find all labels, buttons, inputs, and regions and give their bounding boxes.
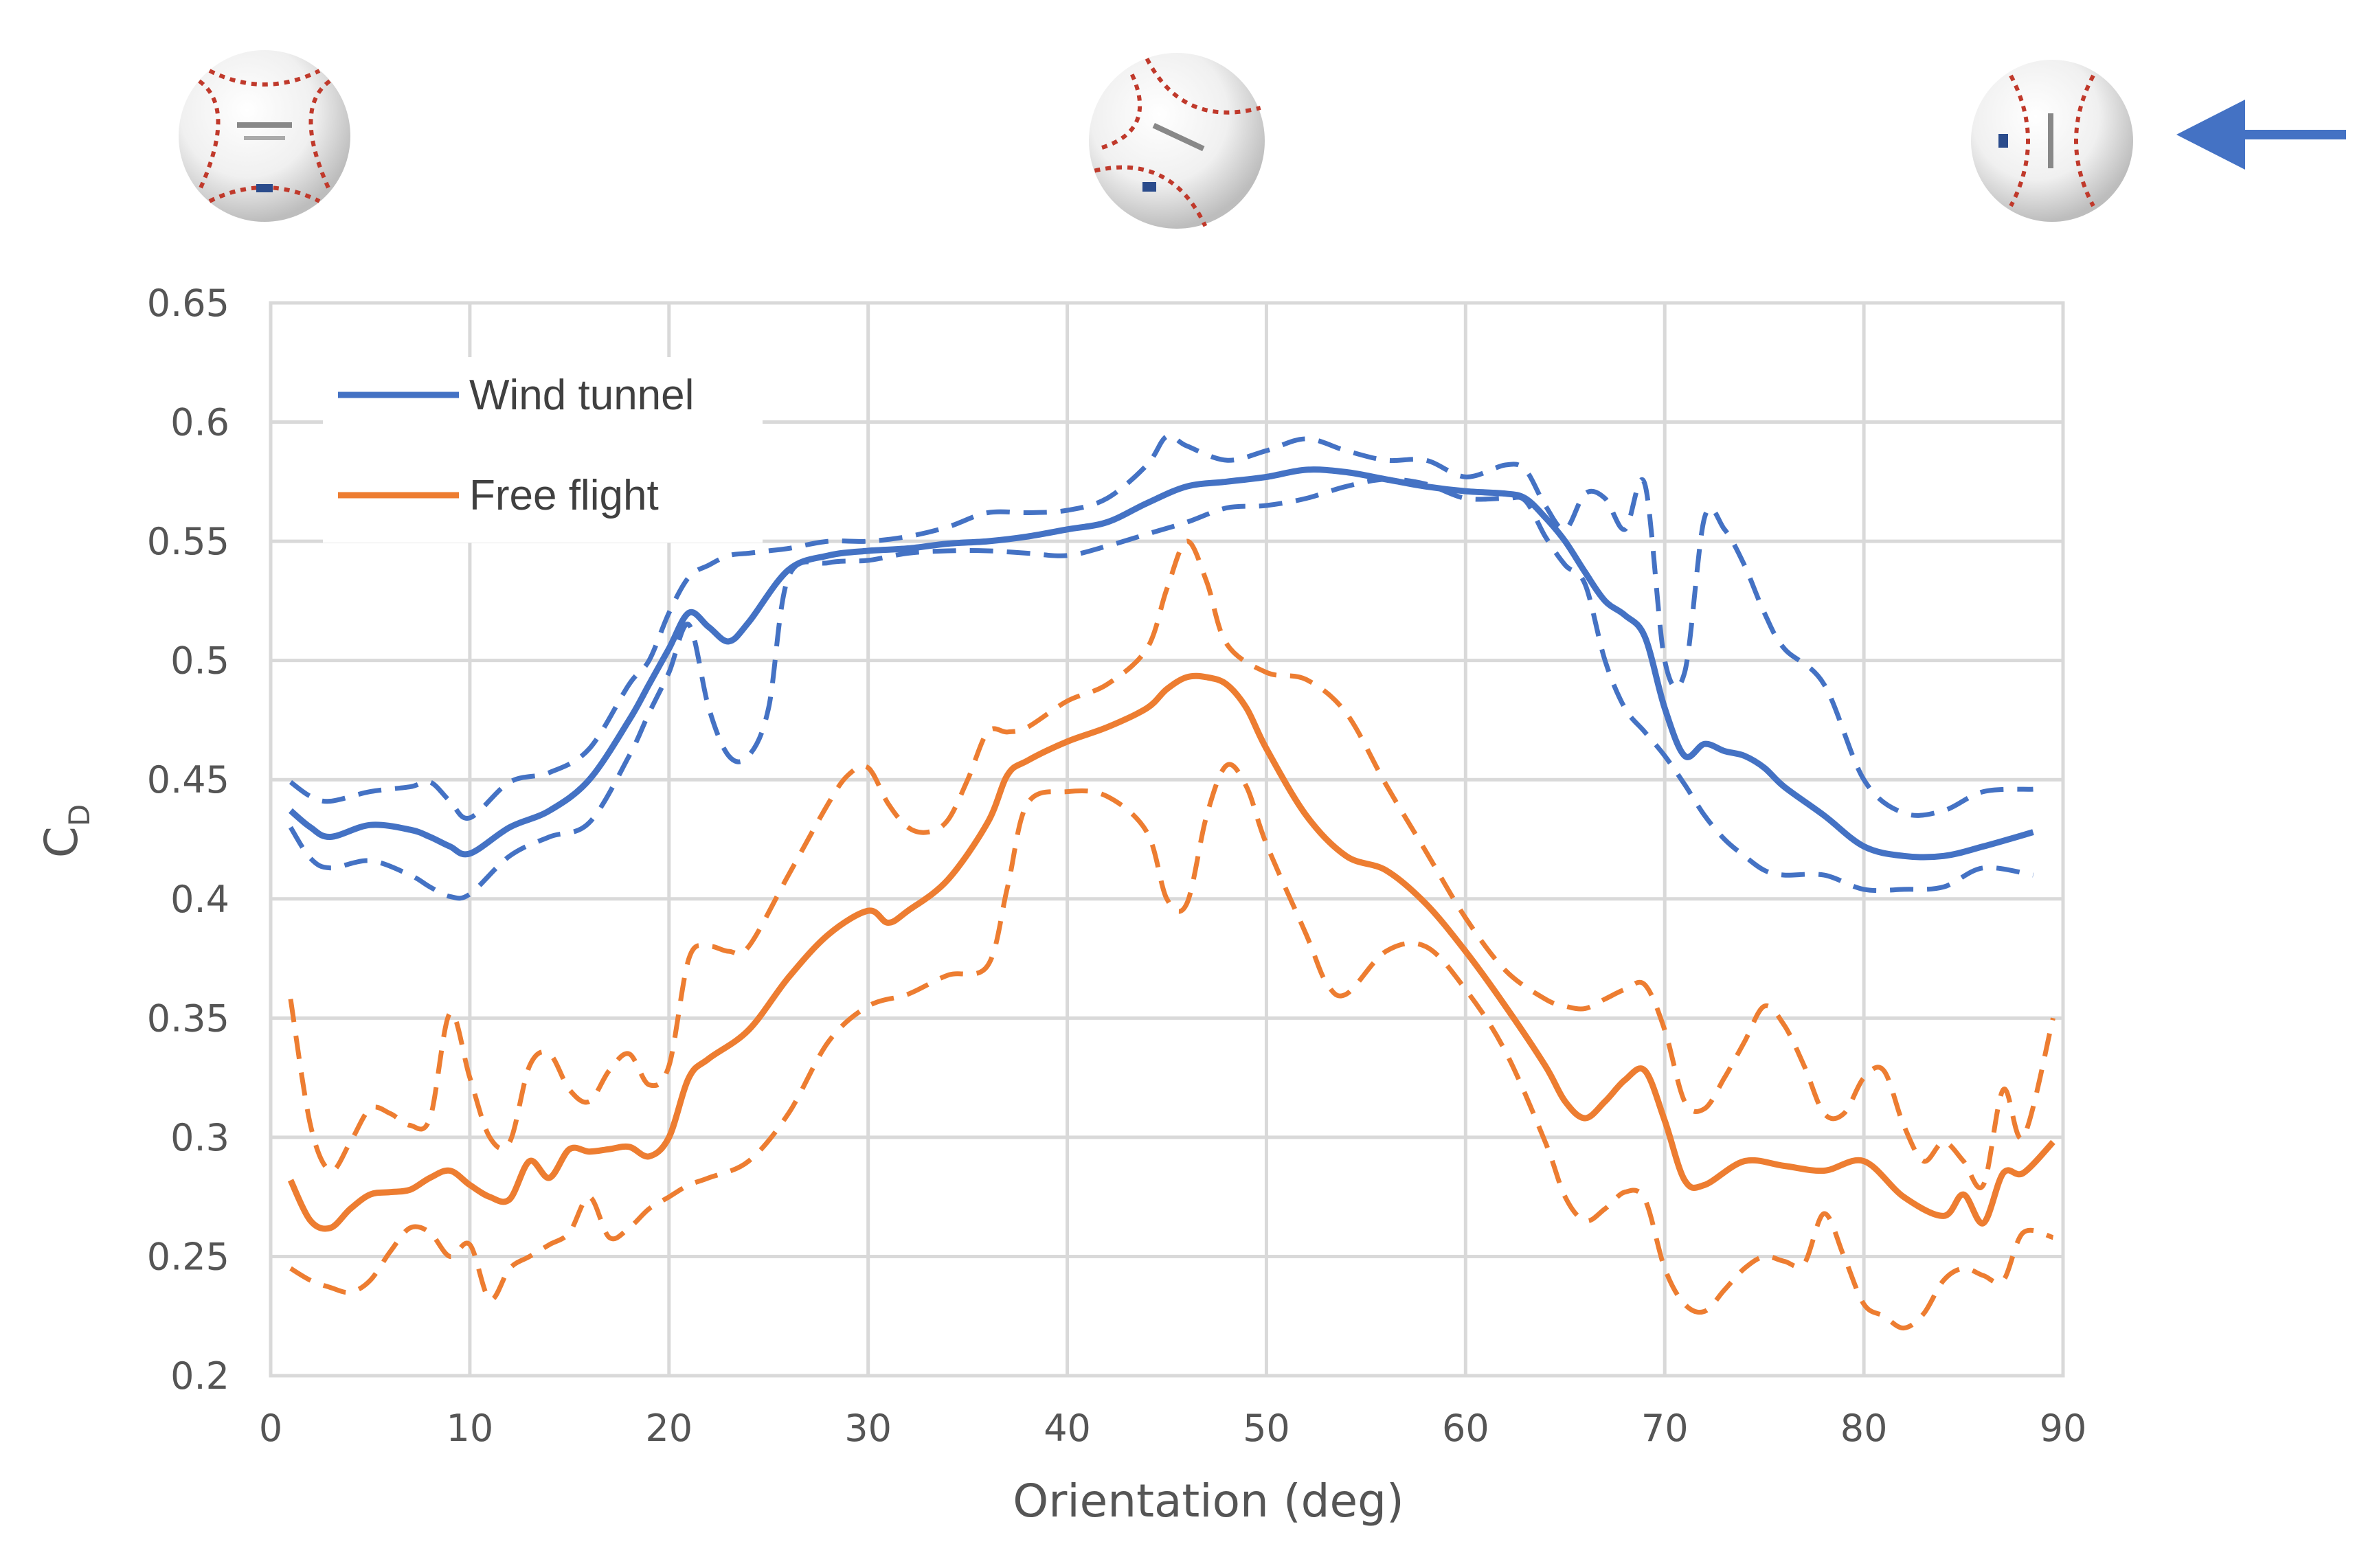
y-axis-title-subscript: D [63,804,96,826]
x-tick-label: 10 [447,1407,494,1450]
x-tick-label: 90 [2040,1407,2087,1450]
y-tick-label: 0.3 [170,1116,229,1159]
baseball-image-right [1971,60,2133,222]
baseball-image-center [1089,53,1265,229]
y-tick-label: 0.2 [170,1354,229,1398]
x-axis-title: Orientation (deg) [1013,1475,1404,1527]
left-arrow-icon [2176,100,2346,170]
series-layer [287,433,2055,1331]
x-tick-label: 70 [1641,1407,1689,1450]
legend-label-wind-tunnel: Wind tunnel [469,372,694,419]
series-line-wind-tunnel [289,466,2034,861]
x-tick-label: 20 [645,1407,692,1450]
y-tick-label: 0.45 [147,758,229,802]
series-line-free-flight [287,672,2055,1232]
y-tick-label: 0.6 [170,401,229,444]
series-line-free-flight-lower-bound [289,762,2054,1331]
y-tick-label: 0.55 [147,520,229,563]
plot-area-border [269,301,2065,1378]
x-tick-label: 30 [844,1407,892,1450]
x-tick-label: 60 [1442,1407,1489,1450]
y-tick-label: 0.25 [147,1235,229,1278]
series-line-wind-tunnel-lower-bound [289,477,2034,901]
x-tick-label: 40 [1044,1407,1091,1450]
axis-layer: 0 10 20 30 40 50 60 70 80 90 0.2 0.25 0.3 0.35 0.4 0.45… [147,282,2087,1450]
y-tick-label: 0.35 [147,997,229,1040]
legend-label-free-flight: Free flight [469,472,659,519]
baseball-image-left [179,50,350,222]
y-tick-label: 0.5 [170,639,229,683]
series-line-wind-tunnel-upper-bound [289,433,2034,821]
series-line-free-flight-upper-bound [288,538,2055,1190]
y-axis-title-main: C [35,826,88,858]
y-tick-label: 0.4 [170,878,229,921]
y-axis-title: CD [35,804,96,858]
legend: Wind tunnel Free flight [323,357,763,543]
x-tick-label: 0 [259,1407,282,1450]
x-tick-label: 80 [1840,1407,1888,1450]
y-tick-label: 0.65 [147,282,229,325]
svg-text:CD: CD [35,804,96,858]
x-tick-label: 50 [1243,1407,1290,1450]
